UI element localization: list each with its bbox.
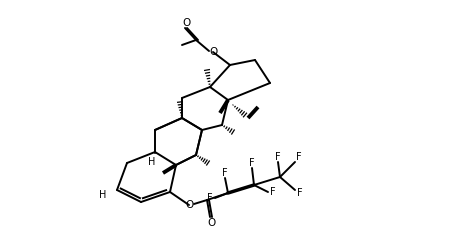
Text: F: F	[222, 168, 228, 178]
Text: F: F	[296, 152, 302, 162]
Text: O: O	[185, 200, 193, 210]
Text: F: F	[270, 187, 276, 197]
Text: H: H	[99, 190, 106, 200]
Text: O: O	[207, 218, 215, 228]
Text: F: F	[207, 193, 213, 203]
Text: F: F	[249, 158, 255, 168]
Text: H: H	[148, 157, 156, 167]
Text: F: F	[275, 152, 281, 162]
Text: F: F	[297, 188, 303, 198]
Text: O: O	[182, 18, 190, 28]
Text: O: O	[209, 47, 217, 57]
